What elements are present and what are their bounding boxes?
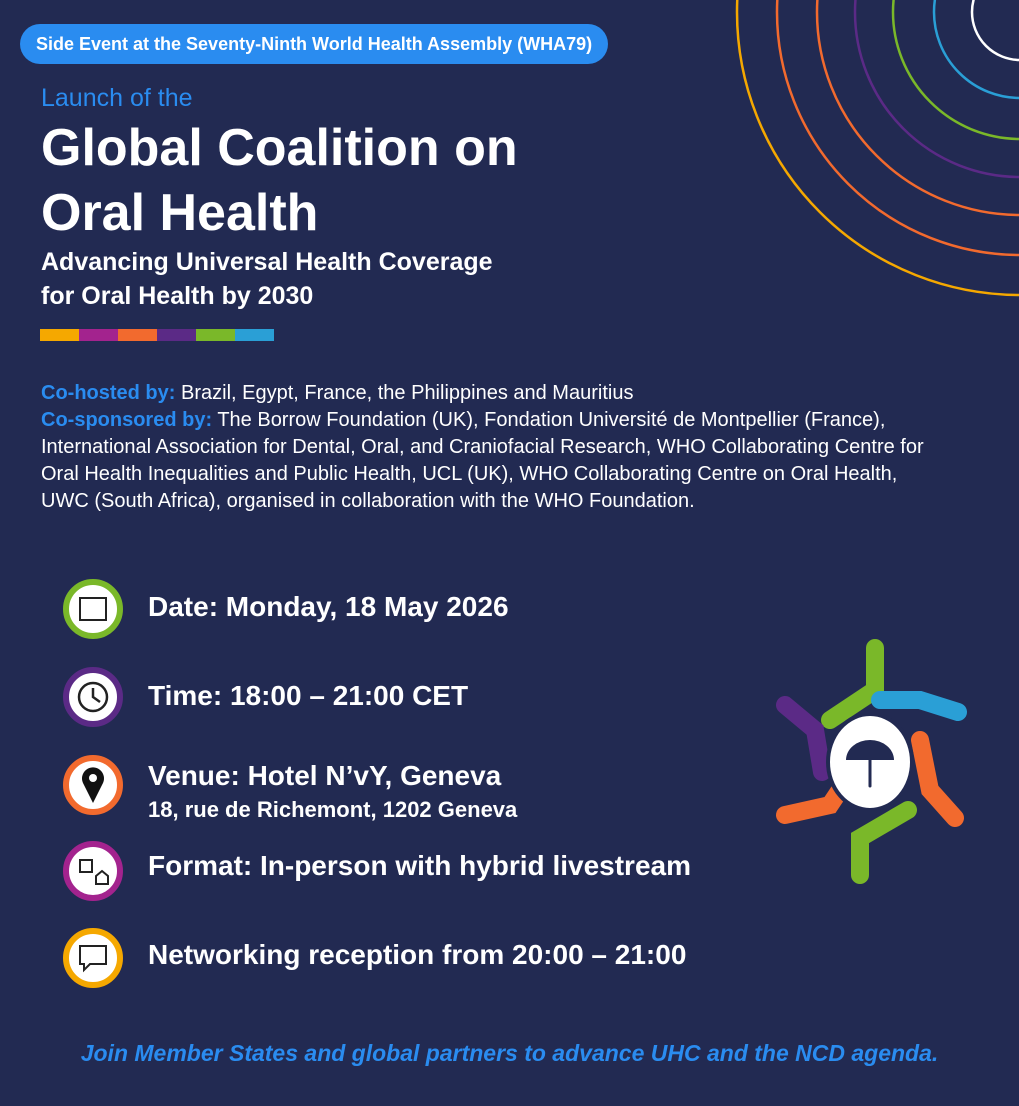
hand bbox=[821, 639, 884, 729]
arc bbox=[735, 0, 1019, 297]
hand bbox=[871, 691, 967, 721]
chat bbox=[79, 945, 107, 973]
reception-icon bbox=[63, 928, 123, 988]
sponsors-text: The Borrow Foundation (UK), Fondation Un… bbox=[41, 409, 924, 512]
icons bbox=[63, 579, 123, 988]
arcs bbox=[735, 0, 1019, 297]
clock bbox=[77, 681, 109, 713]
arc bbox=[932, 0, 1019, 100]
subtitle-line: for Oral Health by 2030 bbox=[41, 282, 314, 310]
hosts-block: Co-hosted by: Brazil, Egypt, France, the… bbox=[41, 380, 941, 515]
detail: Networking reception from 20:00 – 21:00 bbox=[148, 939, 687, 970]
pin bbox=[82, 767, 104, 803]
hand bbox=[776, 781, 849, 824]
pin-dot bbox=[89, 774, 97, 782]
detail: Date: Monday, 18 May 2026 bbox=[148, 591, 509, 622]
arc bbox=[970, 0, 1019, 62]
arc bbox=[891, 0, 1019, 141]
detail: Venue: Hotel N’vY, Geneva bbox=[148, 760, 502, 791]
hosts-text: Brazil, Egypt, France, the Philippines a… bbox=[181, 382, 634, 404]
logo bbox=[776, 639, 967, 884]
date-icon bbox=[63, 579, 123, 639]
subtitle-line: Advancing Universal Health Coverage bbox=[41, 248, 493, 276]
sponsors: Co-sponsored by: The Borrow Foundation (… bbox=[41, 407, 941, 515]
title-line: Global Coalition on bbox=[41, 119, 518, 177]
umbrella bbox=[846, 740, 894, 760]
footer: Join Member States and global partners t… bbox=[80, 1040, 939, 1066]
color-stripe bbox=[40, 329, 274, 341]
clock-hands bbox=[91, 688, 101, 704]
hand bbox=[776, 696, 831, 781]
hand bbox=[911, 731, 964, 827]
title-line: Oral Health bbox=[41, 184, 319, 242]
detail: Format: In-person with hybrid livestream bbox=[148, 850, 691, 881]
detail: Time: 18:00 – 21:00 CET bbox=[148, 680, 469, 711]
house bbox=[95, 869, 109, 885]
hosts-label: Co-hosted by: bbox=[41, 382, 176, 404]
detail-sub: 18, rue de Richemont, 1202 Geneva bbox=[148, 797, 518, 822]
calendar bbox=[79, 597, 107, 621]
kicker: Launch of the bbox=[41, 84, 193, 112]
screen bbox=[79, 859, 93, 873]
hosts: Co-hosted by: Brazil, Egypt, France, the… bbox=[41, 380, 941, 407]
arc bbox=[775, 0, 1019, 257]
arc bbox=[853, 0, 1019, 179]
arc bbox=[815, 0, 1019, 217]
sponsors-label: Co-sponsored by: bbox=[41, 409, 213, 431]
hand bbox=[851, 801, 917, 884]
badge: Side Event at the Seventy-Ninth World He… bbox=[20, 24, 609, 64]
